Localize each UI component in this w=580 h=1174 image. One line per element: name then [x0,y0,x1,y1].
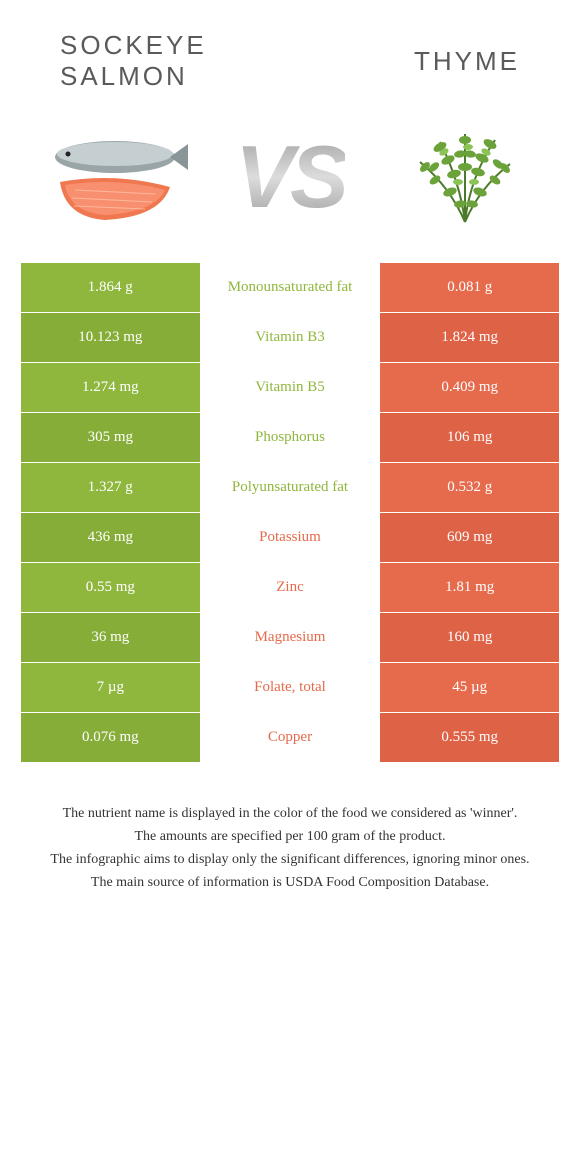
nutrient-name: Vitamin B5 [200,363,380,413]
right-value: 0.555 mg [380,713,560,763]
table-row: 1.864 gMonounsaturated fat0.081 g [21,263,560,313]
table-row: 36 mgMagnesium160 mg [21,613,560,663]
footer-notes: The nutrient name is displayed in the co… [0,763,580,895]
left-value: 1.274 mg [21,363,201,413]
right-value: 45 µg [380,663,560,713]
table-row: 0.076 mgCopper0.555 mg [21,713,560,763]
title-left: Sockeye salmon [60,30,290,92]
nutrient-name: Polyunsaturated fat [200,463,380,513]
right-value: 1.81 mg [380,563,560,613]
nutrient-name: Copper [200,713,380,763]
footer-line: The infographic aims to display only the… [30,849,550,870]
right-value: 160 mg [380,613,560,663]
thyme-image [390,122,540,232]
nutrient-name: Phosphorus [200,413,380,463]
footer-line: The nutrient name is displayed in the co… [30,803,550,824]
nutrient-name: Potassium [200,513,380,563]
right-value: 1.824 mg [380,313,560,363]
table-row: 436 mgPotassium609 mg [21,513,560,563]
table-row: 305 mgPhosphorus106 mg [21,413,560,463]
left-value: 0.076 mg [21,713,201,763]
table-row: 10.123 mgVitamin B31.824 mg [21,313,560,363]
right-value: 609 mg [380,513,560,563]
nutrient-name: Zinc [200,563,380,613]
left-value: 36 mg [21,613,201,663]
left-value: 436 mg [21,513,201,563]
right-value: 0.081 g [380,263,560,313]
left-value: 10.123 mg [21,313,201,363]
table-row: 0.55 mgZinc1.81 mg [21,563,560,613]
left-value: 0.55 mg [21,563,201,613]
right-value: 106 mg [380,413,560,463]
nutrient-table: 1.864 gMonounsaturated fat0.081 g10.123 … [20,262,560,763]
table-row: 1.274 mgVitamin B50.409 mg [21,363,560,413]
right-value: 0.532 g [380,463,560,513]
images-row: VS [0,102,580,262]
nutrient-name: Vitamin B3 [200,313,380,363]
title-right: Thyme [290,46,520,77]
table-row: 7 µgFolate, total45 µg [21,663,560,713]
salmon-image [40,122,190,232]
nutrient-name: Monounsaturated fat [200,263,380,313]
footer-line: The main source of information is USDA F… [30,872,550,893]
left-value: 7 µg [21,663,201,713]
left-value: 305 mg [21,413,201,463]
right-value: 0.409 mg [380,363,560,413]
left-value: 1.327 g [21,463,201,513]
nutrient-name: Magnesium [200,613,380,663]
left-value: 1.864 g [21,263,201,313]
header: Sockeye salmon Thyme [0,0,580,102]
vs-label: VS [235,126,344,228]
table-row: 1.327 gPolyunsaturated fat0.532 g [21,463,560,513]
footer-line: The amounts are specified per 100 gram o… [30,826,550,847]
nutrient-name: Folate, total [200,663,380,713]
